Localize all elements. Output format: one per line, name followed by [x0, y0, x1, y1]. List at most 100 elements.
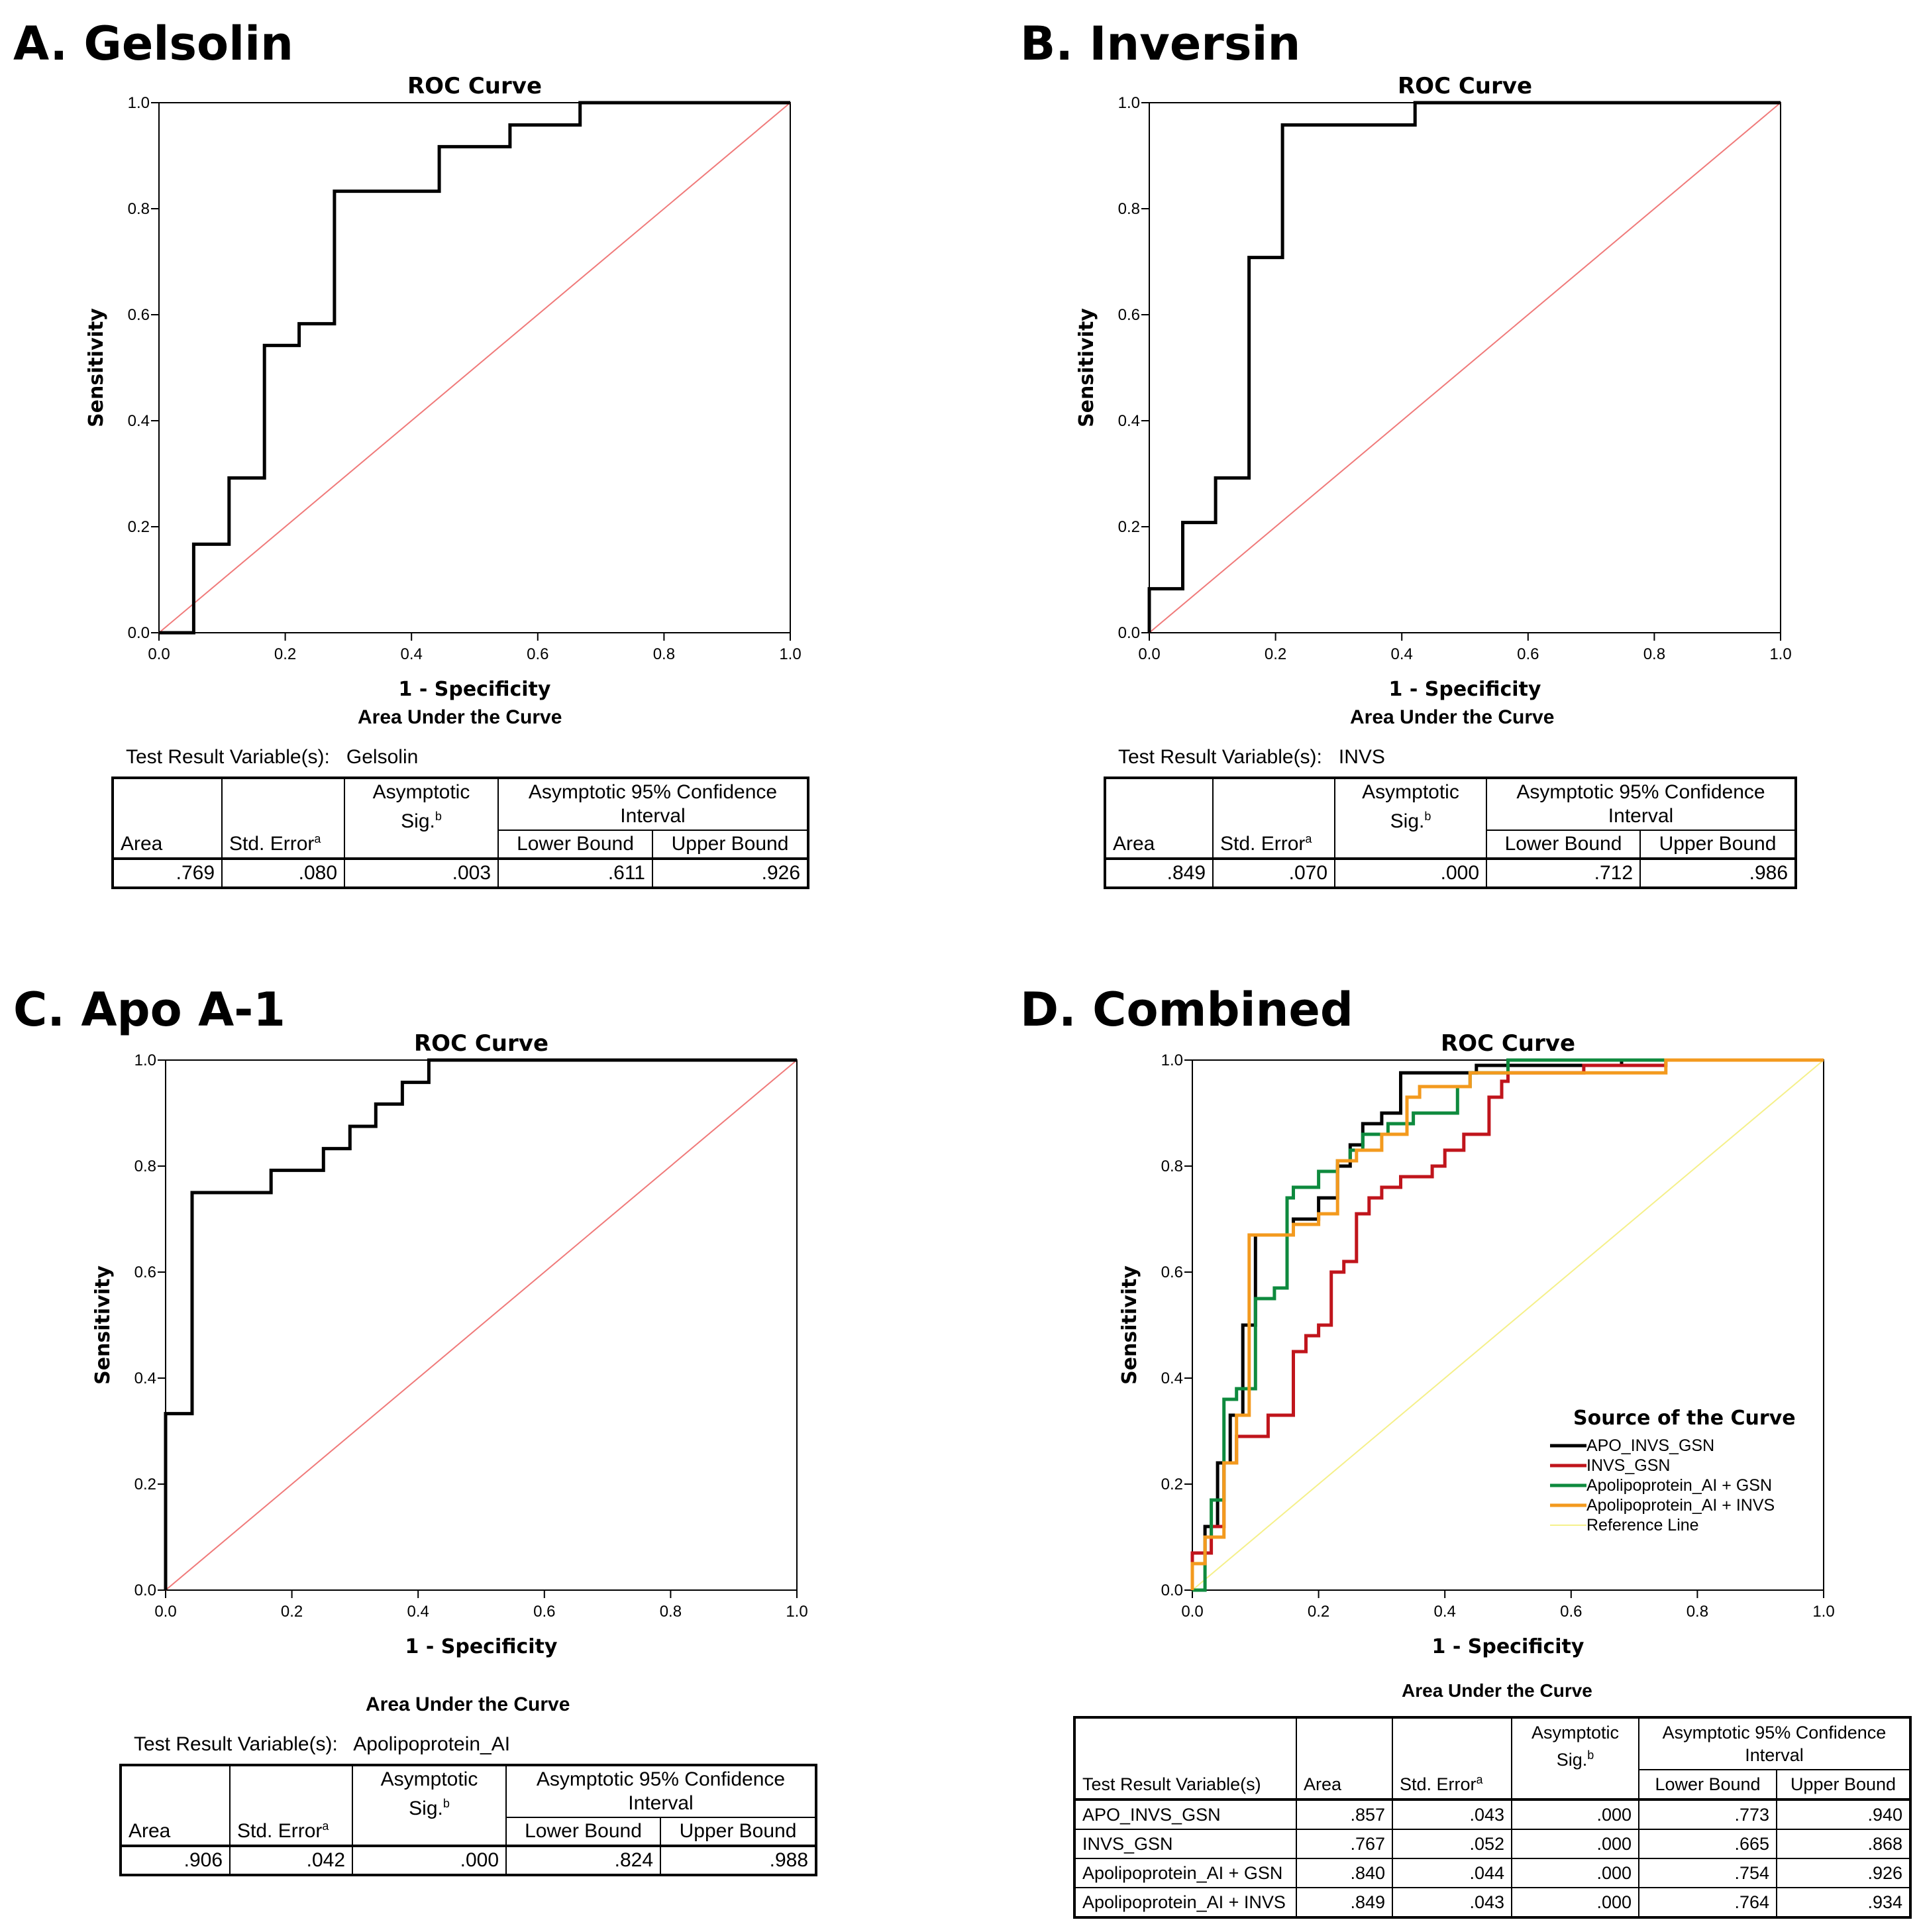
cell-area: .840	[1296, 1858, 1393, 1888]
col-sig-header: Asymptotic Sig.b	[344, 777, 499, 859]
x-tick-label-b: 0.2	[1265, 645, 1286, 663]
x-tick-label-b: 0.8	[1643, 645, 1665, 663]
col-lower-header: Lower Bound	[497, 830, 653, 859]
col-se-header: Std. Errora	[221, 777, 345, 859]
cell-lower: .665	[1638, 1829, 1777, 1859]
cell-upper: .868	[1776, 1829, 1911, 1859]
cell-upper: .934	[1776, 1887, 1911, 1918]
y-tick-label-a: 0.2	[128, 518, 150, 536]
x-axis-label-b: 1 - Specificity	[1389, 678, 1541, 701]
cell-name: APO_INVS_GSN	[1074, 1798, 1297, 1830]
x-tick-label-c: 0.2	[281, 1603, 303, 1621]
cell-upper: .926	[1776, 1858, 1911, 1888]
y-tick-label-b: 0.8	[1118, 200, 1140, 218]
x-tick-label-b: 0.0	[1138, 645, 1160, 663]
col-sig-header: Asymptotic Sig.b	[352, 1764, 507, 1847]
panel-c-auc-table: Area Std. Errora Asymptotic Sig.b Asympt…	[119, 1764, 817, 1876]
x-tick-label-d: 0.0	[1181, 1603, 1203, 1621]
x-tick-label-a: 0.2	[274, 645, 296, 663]
cell-se: .052	[1392, 1829, 1512, 1859]
cell-area: .849	[1296, 1887, 1393, 1918]
panel-a-trv-value: Gelsolin	[346, 746, 419, 768]
table-row: INVS_GSN .767 .052 .000 .665 .868	[1074, 1829, 1911, 1859]
roc-curve-a-gelsolin	[159, 101, 790, 635]
chart-title-a: ROC Curve	[407, 73, 542, 99]
y-tick-label-a: 0.8	[128, 200, 150, 218]
panel-c-trv-value: Apolipoprotein_AI	[353, 1733, 511, 1755]
panel-b-auc-table: Area Std. Errora Asymptotic Sig.b Asympt…	[1104, 777, 1797, 889]
cell-sig: .000	[1511, 1798, 1639, 1830]
y-tick-label-d: 0.4	[1161, 1369, 1183, 1387]
cell-sig: .000	[1334, 857, 1487, 888]
col-lower-header: Lower Bound	[1638, 1769, 1777, 1800]
col-se-header: Std. Errora	[1212, 777, 1335, 859]
roc-curve-b-invs	[1147, 101, 1781, 633]
x-tick-label-a: 0.6	[527, 645, 548, 663]
col-ci-header: Asymptotic 95% Confidence Interval	[505, 1764, 817, 1818]
cell-upper: .926	[652, 857, 809, 888]
col-area-header: Area	[1296, 1717, 1393, 1800]
panel-c-title: C. Apo A-1	[13, 983, 286, 1037]
col-upper-header: Upper Bound	[1776, 1769, 1911, 1800]
chart-title-c: ROC Curve	[414, 1030, 548, 1057]
y-tick-label-c: 1.0	[134, 1051, 156, 1069]
cell-area: .767	[1296, 1829, 1393, 1859]
roc-curve-c-apolipoprotein-ai	[164, 1058, 797, 1590]
cell-lower: .754	[1638, 1858, 1777, 1888]
cell-sig: .000	[352, 1845, 507, 1876]
y-tick-label-c: 0.6	[134, 1263, 156, 1281]
panel-a-trv-label: Test Result Variable(s):	[126, 746, 330, 768]
table-row: .849 .070 .000 .712 .986	[1104, 857, 1796, 888]
cell-se: .080	[221, 857, 345, 888]
col-area-header: Area	[1104, 777, 1214, 859]
x-tick-label-d: 0.4	[1434, 1603, 1456, 1621]
col-lower-header: Lower Bound	[1486, 830, 1641, 859]
col-ci-header: Asymptotic 95% Confidence Interval	[1638, 1717, 1911, 1770]
x-tick-label-b: 0.4	[1391, 645, 1413, 663]
panel-c-test-variable: Test Result Variable(s): Apolipoprotein_…	[134, 1733, 510, 1756]
y-tick-label-c: 0.2	[134, 1476, 156, 1493]
x-tick-label-c: 0.6	[533, 1603, 555, 1621]
plot-frame-a	[158, 102, 791, 633]
panel-a-title: A. Gelsolin	[13, 17, 293, 71]
cell-lower: .611	[497, 857, 653, 888]
table-row: .906 .042 .000 .824 .988	[120, 1845, 817, 1876]
y-axis-label-b: Sensitivity	[1075, 308, 1098, 427]
x-tick-label-d: 1.0	[1812, 1603, 1834, 1621]
cell-upper: .986	[1639, 857, 1796, 888]
cell-sig: .000	[1511, 1858, 1639, 1888]
panel-c-auc-title: Area Under the Curve	[366, 1693, 570, 1715]
x-tick-label-b: 0.6	[1517, 645, 1539, 663]
cell-sig: .003	[344, 857, 499, 888]
x-tick-label-c: 0.4	[407, 1603, 429, 1621]
y-tick-label-d: 0.2	[1161, 1476, 1183, 1493]
panel-d-auc-title: Area Under the Curve	[1402, 1680, 1592, 1701]
panel-a-auc-title: Area Under the Curve	[358, 706, 562, 728]
y-tick-label-d: 1.0	[1161, 1051, 1183, 1069]
y-tick-label-d: 0.6	[1161, 1263, 1183, 1281]
col-ci-header: Asymptotic 95% Confidence Interval	[1486, 777, 1796, 831]
reference-line-b	[1149, 102, 1781, 633]
chart-title-b: ROC Curve	[1398, 73, 1532, 99]
cell-sig: .000	[1511, 1887, 1639, 1918]
cell-name: INVS_GSN	[1074, 1829, 1297, 1859]
cell-se: .044	[1392, 1858, 1512, 1888]
col-se-header: Std. Errora	[1392, 1717, 1512, 1800]
legend-title: Source of the Curve	[1573, 1407, 1796, 1430]
col-upper-header: Upper Bound	[660, 1817, 817, 1847]
table-row: .769 .080 .003 .611 .926	[112, 857, 809, 888]
x-tick-label-b: 1.0	[1769, 645, 1791, 663]
chart-title-d: ROC Curve	[1441, 1030, 1575, 1057]
panel-b-trv-label: Test Result Variable(s):	[1118, 746, 1322, 768]
y-tick-label-a: 1.0	[128, 94, 150, 112]
panel-d-title: D. Combined	[1020, 983, 1353, 1037]
legend-item-label: INVS_GSN	[1586, 1456, 1670, 1475]
y-tick-label-b: 0.2	[1118, 518, 1140, 536]
y-tick-label-a: 0.0	[128, 624, 150, 642]
y-tick-label-c: 0.0	[134, 1582, 156, 1599]
panel-a-test-variable: Test Result Variable(s): Gelsolin	[126, 746, 418, 769]
x-tick-label-c: 0.0	[154, 1603, 176, 1621]
cell-area: .906	[120, 1845, 231, 1876]
cell-se: .042	[229, 1845, 353, 1876]
